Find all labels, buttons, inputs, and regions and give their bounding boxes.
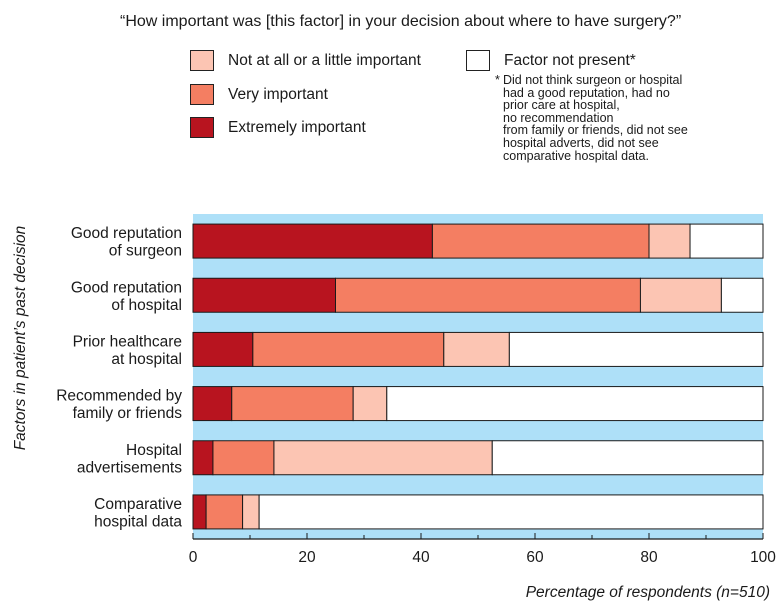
footnote-line: had a good reputation, had no — [503, 85, 670, 100]
bar-segment-factor-not-present — [508, 331, 764, 367]
footnote-line: from family or friends, did not see — [503, 123, 688, 138]
category-label: Hospital advertisements — [77, 442, 182, 477]
legend-swatch-little-important — [190, 50, 214, 71]
x-tick-label: 100 — [750, 549, 776, 566]
legend-label-factor-not-present: Factor not present* — [504, 51, 636, 69]
bar-segment-extremely-important — [192, 494, 207, 530]
bar-segment-extremely-important — [192, 331, 254, 367]
legend-swatch-very-important — [190, 84, 214, 105]
category-label-line: Prior healthcare — [73, 333, 182, 350]
chart-title: “How important was [this factor] in your… — [120, 13, 682, 30]
bar-segment-factor-not-present — [258, 494, 764, 530]
bar-segment-not-at-all-or-a-little-important — [443, 331, 510, 367]
footnote-line: Did not think surgeon or hospital — [503, 73, 683, 87]
bar-segment-factor-not-present — [689, 223, 764, 259]
bar-segment-very-important — [431, 223, 650, 259]
bar-segment-factor-not-present — [491, 440, 764, 476]
legend-label-very-important: Very important — [228, 85, 328, 103]
footnote-line: hospital adverts, did not see — [503, 135, 659, 150]
bar-segment-extremely-important — [192, 277, 336, 313]
legend-item-extremely-important: Extremely important — [190, 117, 366, 138]
category-label-line: advertisements — [77, 459, 182, 476]
x-tick-label: 20 — [298, 549, 316, 566]
bar-segment-factor-not-present — [386, 386, 764, 422]
category-label: Good reputation of hospital — [71, 279, 182, 314]
category-label: Good reputation of surgeon — [71, 225, 182, 259]
x-tick-label: 60 — [526, 549, 544, 566]
legend-item-little-important: Not at all or a little important — [190, 50, 421, 71]
category-label-line: family or friends — [73, 405, 183, 422]
x-tick-label: 80 — [640, 549, 658, 566]
legend-swatch-factor-not-present — [466, 50, 490, 71]
legend-swatch-extremely-important — [190, 117, 214, 138]
bar-segment-not-at-all-or-a-little-important — [639, 277, 722, 313]
category-label-line: at hospital — [111, 351, 182, 368]
legend-item-factor-not-present: Factor not present* — [466, 50, 636, 71]
bar-segment-not-at-all-or-a-little-important — [273, 440, 493, 476]
x-tick-label: 40 — [412, 549, 430, 566]
footnote-line: comparative hospital data. — [503, 148, 649, 163]
footnote-line: prior care at hospital, — [503, 98, 620, 113]
bar-segment-very-important — [335, 277, 641, 313]
footnote-marker: * — [495, 73, 500, 87]
category-label-line: of hospital — [111, 297, 182, 314]
category-label-line: Good reputation — [71, 225, 182, 242]
category-label-line: Comparative — [94, 496, 182, 513]
bar-segment-not-at-all-or-a-little-important — [242, 494, 260, 530]
x-axis-label: Percentage of respondents (n=510) — [526, 584, 770, 601]
x-tick-label: 0 — [189, 549, 198, 566]
category-label-line: of surgeon — [109, 243, 182, 260]
category-label-line: hospital data — [94, 513, 182, 530]
plot-background — [193, 214, 763, 539]
bar-segment-very-important — [231, 386, 354, 422]
bar-segment-very-important — [205, 494, 244, 530]
bar-segment-not-at-all-or-a-little-important — [352, 386, 388, 422]
category-label-line: Good reputation — [71, 279, 182, 296]
footnote: * Did not think surgeon or hospital had … — [495, 73, 773, 163]
bar-segment-factor-not-present — [720, 277, 764, 313]
category-label: Comparative hospital data — [94, 496, 182, 530]
legend-label-little-important: Not at all or a little important — [228, 51, 421, 69]
bar-segment-very-important — [252, 331, 445, 367]
legend-label-extremely-important: Extremely important — [228, 118, 366, 136]
bar-segment-extremely-important — [192, 223, 433, 259]
y-axis-label: Factors in patient’s past decision — [12, 226, 29, 451]
category-label: Prior healthcare at hospital — [73, 333, 182, 368]
legend-item-very-important: Very important — [190, 84, 328, 105]
bar-segment-extremely-important — [192, 440, 214, 476]
bar-segment-extremely-important — [192, 386, 233, 422]
footnote-line: no recommendation — [503, 110, 614, 125]
category-label: Recommended by family or friends — [56, 388, 182, 423]
category-label-line: Hospital — [126, 442, 182, 459]
bar-segment-very-important — [212, 440, 275, 476]
bar-segment-not-at-all-or-a-little-important — [648, 223, 691, 259]
category-label-line: Recommended by — [56, 388, 182, 405]
